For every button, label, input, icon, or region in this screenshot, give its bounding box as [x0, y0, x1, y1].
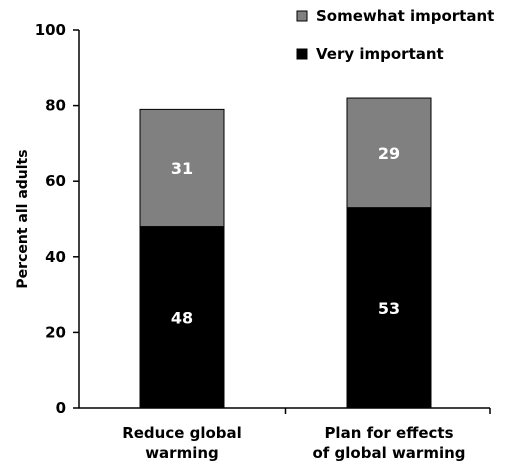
x-category-label: Plan for effects — [324, 424, 453, 442]
x-category-label: Reduce global — [122, 424, 242, 442]
y-tick-label: 80 — [45, 97, 66, 115]
legend-label: Somewhat important — [316, 7, 494, 25]
bar-segment — [346, 97, 432, 209]
legend-label: Very important — [316, 45, 444, 63]
labels: 48 31 Reduce global warming 53 29 Plan for eff… — [122, 144, 465, 462]
legend-swatch — [296, 48, 308, 60]
legend: Somewhat important Very important — [296, 7, 494, 63]
bar-segment — [346, 207, 432, 409]
x-category-label: warming — [145, 444, 219, 462]
data-label: 53 — [378, 299, 400, 318]
y-tick-label: 0 — [56, 399, 66, 417]
data-label: 31 — [171, 159, 193, 178]
data-label: 29 — [378, 144, 400, 163]
legend-swatch — [296, 10, 308, 22]
bar-segment — [139, 226, 225, 409]
bars — [139, 97, 432, 409]
x-category-label: of global warming — [312, 444, 465, 462]
y-tick-label: 20 — [45, 323, 66, 341]
bar-segment — [139, 108, 225, 228]
y-tick-label: 40 — [45, 248, 66, 266]
data-label: 48 — [171, 308, 193, 327]
y-tick-label: 100 — [35, 21, 66, 39]
y-axis-label: Percent all adults — [15, 149, 31, 288]
y-tick-label: 60 — [45, 172, 66, 190]
